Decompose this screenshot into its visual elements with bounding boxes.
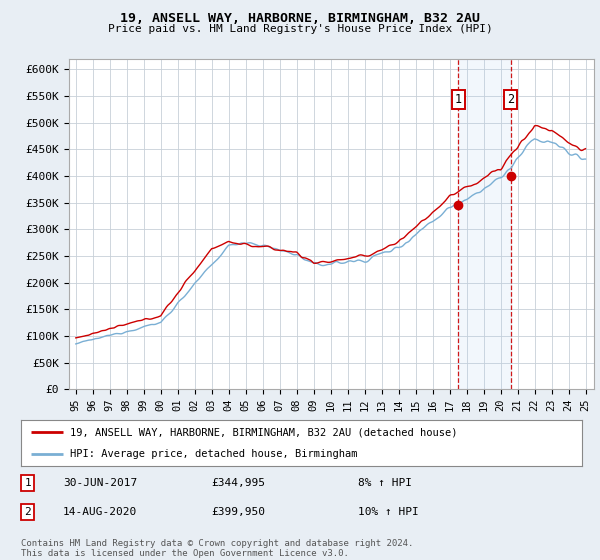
Text: 1: 1 <box>25 478 31 488</box>
Text: 14-AUG-2020: 14-AUG-2020 <box>63 507 137 517</box>
Text: 1: 1 <box>455 94 461 106</box>
Text: 2: 2 <box>507 94 514 106</box>
Text: £344,995: £344,995 <box>212 478 266 488</box>
Text: 8% ↑ HPI: 8% ↑ HPI <box>358 478 412 488</box>
Text: HPI: Average price, detached house, Birmingham: HPI: Average price, detached house, Birm… <box>70 449 358 459</box>
Bar <box>458 59 511 389</box>
Text: 19, ANSELL WAY, HARBORNE, BIRMINGHAM, B32 2AU (detached house): 19, ANSELL WAY, HARBORNE, BIRMINGHAM, B3… <box>70 427 458 437</box>
Text: 19, ANSELL WAY, HARBORNE, BIRMINGHAM, B32 2AU: 19, ANSELL WAY, HARBORNE, BIRMINGHAM, B3… <box>120 12 480 25</box>
Text: 2: 2 <box>25 507 31 517</box>
Text: £399,950: £399,950 <box>212 507 266 517</box>
Text: Price paid vs. HM Land Registry's House Price Index (HPI): Price paid vs. HM Land Registry's House … <box>107 24 493 34</box>
Text: 30-JUN-2017: 30-JUN-2017 <box>63 478 137 488</box>
Text: Contains HM Land Registry data © Crown copyright and database right 2024.
This d: Contains HM Land Registry data © Crown c… <box>21 539 413 558</box>
Text: 10% ↑ HPI: 10% ↑ HPI <box>358 507 418 517</box>
